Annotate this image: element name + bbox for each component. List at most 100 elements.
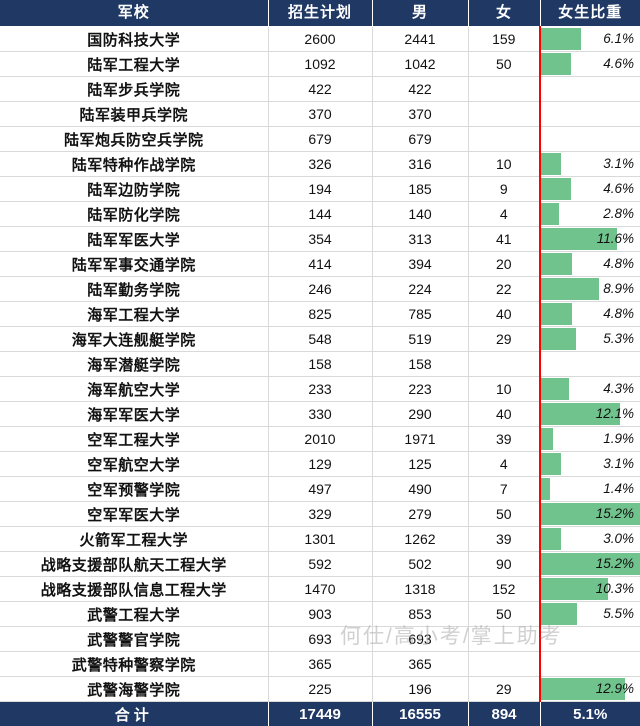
cell-female-ratio [540,102,640,127]
column-header-school: 军校 [0,0,268,27]
cell-male: 365 [372,652,468,677]
cell-male: 693 [372,627,468,652]
cell-female [468,77,540,102]
cell-plan: 679 [268,127,372,152]
ratio-bar-wrap [541,127,640,151]
cell-plan: 329 [268,502,372,527]
cell-male: 2441 [372,27,468,52]
ratio-label: 10.3% [596,577,634,601]
cell-school: 海军潜艇学院 [0,352,268,377]
ratio-bar-wrap: 8.9% [541,277,640,301]
cell-female-ratio: 1.4% [540,477,640,502]
cell-school: 海军工程大学 [0,302,268,327]
cell-female-ratio: 1.9% [540,427,640,452]
ratio-bar-wrap: 4.8% [541,302,640,326]
cell-school: 陆军装甲兵学院 [0,102,268,127]
ratio-label: 5.5% [603,602,634,626]
cell-school: 空军军医大学 [0,502,268,527]
total-male: 16555 [372,702,468,726]
cell-female: 9 [468,177,540,202]
ratio-bar [541,278,599,300]
cell-school: 战略支援部队信息工程大学 [0,577,268,602]
cell-male: 490 [372,477,468,502]
ratio-label: 2.8% [603,202,634,226]
cell-school: 战略支援部队航天工程大学 [0,552,268,577]
cell-male: 1262 [372,527,468,552]
ratio-bar-wrap: 10.3% [541,577,640,601]
cell-school: 海军航空大学 [0,377,268,402]
cell-male: 1042 [372,52,468,77]
ratio-bar [541,28,581,50]
cell-female-ratio: 3.1% [540,152,640,177]
cell-plan: 194 [268,177,372,202]
cell-female-ratio: 4.8% [540,252,640,277]
cell-female: 29 [468,677,540,702]
cell-female-ratio [540,352,640,377]
cell-female [468,352,540,377]
column-header-male: 男 [372,0,468,27]
cell-female: 4 [468,202,540,227]
cell-female: 50 [468,52,540,77]
cell-male: 519 [372,327,468,352]
cell-female-ratio: 3.0% [540,527,640,552]
cell-female: 159 [468,27,540,52]
cell-female-ratio: 12.9% [540,677,640,702]
ratio-bar-wrap [541,77,640,101]
cell-female: 10 [468,377,540,402]
cell-female-ratio: 3.1% [540,452,640,477]
cell-plan: 2600 [268,27,372,52]
cell-male: 290 [372,402,468,427]
cell-male: 785 [372,302,468,327]
cell-female-ratio: 2.8% [540,202,640,227]
ratio-bar-wrap: 4.8% [541,252,640,276]
cell-female [468,652,540,677]
cell-female [468,102,540,127]
cell-female: 22 [468,277,540,302]
cell-female-ratio: 15.2% [540,552,640,577]
cell-female-ratio: 5.5% [540,602,640,627]
ratio-bar-wrap: 3.1% [541,152,640,176]
column-header-female-ratio: 女生比重 [540,0,640,27]
column-header-female: 女 [468,0,540,27]
cell-male: 158 [372,352,468,377]
cell-female-ratio: 4.6% [540,52,640,77]
ratio-bar-wrap: 11.6% [541,227,640,251]
column-header-plan: 招生计划 [268,0,372,27]
ratio-bar-wrap: 4.6% [541,52,640,76]
ratio-bar [541,53,571,75]
ratio-bar [541,453,561,475]
ratio-label: 4.6% [603,177,634,201]
ratio-label: 8.9% [603,277,634,301]
ratio-bar [541,178,571,200]
cell-school: 陆军步兵学院 [0,77,268,102]
ratio-bar-wrap [541,652,640,676]
cell-female: 20 [468,252,540,277]
cell-plan: 497 [268,477,372,502]
cell-female-ratio: 4.3% [540,377,640,402]
cell-female [468,627,540,652]
ratio-bar-wrap: 3.1% [541,452,640,476]
ratio-bar-wrap: 1.4% [541,477,640,501]
cell-male: 316 [372,152,468,177]
cell-female: 7 [468,477,540,502]
cell-school: 陆军勤务学院 [0,277,268,302]
ratio-bar-wrap: 2.8% [541,202,640,226]
ratio-bar [541,253,572,275]
cell-plan: 825 [268,302,372,327]
